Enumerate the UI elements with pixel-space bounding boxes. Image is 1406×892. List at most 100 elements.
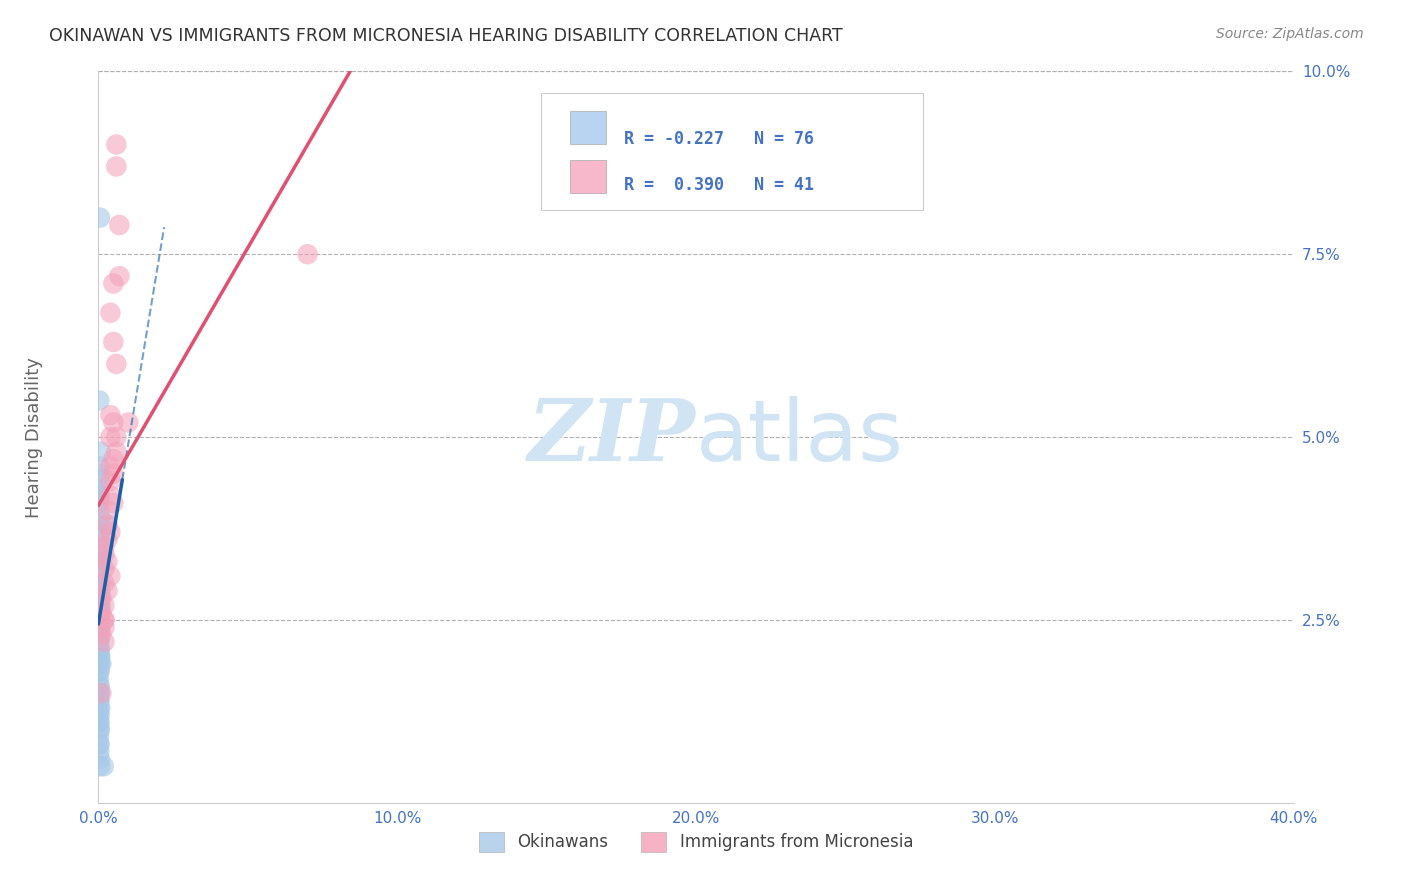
Point: [93, 613, 115, 627]
Point: [89, 459, 111, 474]
Point: [98, 408, 122, 422]
Point: [87, 715, 110, 730]
Point: [89, 467, 111, 481]
Point: [87, 635, 110, 649]
Point: [105, 357, 128, 371]
Point: [89, 540, 111, 554]
Point: [87, 613, 110, 627]
Point: [89, 686, 111, 700]
Point: [93, 547, 115, 561]
Point: [87, 474, 110, 488]
Point: [87, 547, 110, 561]
Point: [89, 657, 111, 671]
Point: [117, 416, 139, 430]
Point: [89, 693, 111, 707]
Point: [89, 393, 111, 408]
Point: [89, 745, 111, 759]
Point: [89, 635, 111, 649]
Point: [103, 452, 125, 467]
Point: [89, 510, 111, 524]
Point: [103, 334, 125, 349]
Point: [89, 620, 111, 634]
Point: [96, 583, 118, 598]
Point: [89, 649, 111, 664]
Point: [89, 679, 111, 693]
Point: [96, 517, 118, 532]
Point: [87, 642, 110, 657]
Point: [98, 306, 122, 320]
Text: atlas: atlas: [696, 395, 904, 479]
Point: [96, 554, 118, 568]
Point: [89, 525, 111, 540]
Text: OKINAWAN VS IMMIGRANTS FROM MICRONESIA HEARING DISABILITY CORRELATION CHART: OKINAWAN VS IMMIGRANTS FROM MICRONESIA H…: [49, 27, 844, 45]
Point: [103, 467, 125, 481]
Point: [87, 496, 110, 510]
Point: [89, 620, 111, 634]
Point: [89, 576, 111, 591]
Point: [89, 481, 111, 495]
Point: [93, 620, 115, 634]
Point: [89, 627, 111, 641]
Point: [87, 517, 110, 532]
Point: [87, 664, 110, 678]
FancyBboxPatch shape: [571, 160, 606, 193]
Point: [90, 686, 112, 700]
Point: [93, 540, 115, 554]
Point: [87, 737, 110, 751]
Text: Source: ZipAtlas.com: Source: ZipAtlas.com: [1216, 27, 1364, 41]
Point: [93, 613, 115, 627]
Point: [89, 642, 111, 657]
Point: [87, 627, 110, 641]
Point: [89, 503, 111, 517]
Text: R = -0.227   N = 76: R = -0.227 N = 76: [624, 130, 814, 148]
Point: [98, 569, 122, 583]
Point: [98, 459, 122, 474]
Point: [87, 554, 110, 568]
Point: [89, 554, 111, 568]
Point: [89, 708, 111, 723]
Point: [96, 533, 118, 547]
Point: [89, 657, 111, 671]
Point: [89, 686, 111, 700]
Point: [98, 489, 122, 503]
Point: [89, 547, 111, 561]
Point: [93, 576, 115, 591]
Point: [89, 591, 111, 605]
Point: [93, 759, 115, 773]
Point: [87, 672, 110, 686]
Point: [89, 700, 111, 714]
Point: [89, 723, 111, 737]
FancyBboxPatch shape: [571, 111, 606, 144]
Point: [105, 160, 128, 174]
Point: [108, 218, 131, 232]
Point: [297, 247, 319, 261]
Point: [89, 599, 111, 613]
Point: [89, 583, 111, 598]
Point: [89, 620, 111, 634]
Point: [89, 569, 111, 583]
Point: [89, 649, 111, 664]
Point: [96, 517, 118, 532]
Point: [89, 613, 111, 627]
Point: [89, 737, 111, 751]
Point: [105, 137, 128, 152]
Point: [90, 591, 112, 605]
Point: [87, 583, 110, 598]
Point: [87, 599, 110, 613]
Point: [98, 474, 122, 488]
Point: [87, 730, 110, 744]
Y-axis label: Hearing Disability: Hearing Disability: [25, 357, 42, 517]
Point: [89, 489, 111, 503]
Point: [98, 525, 122, 540]
Point: [89, 489, 111, 503]
Point: [93, 562, 115, 576]
Point: [89, 599, 111, 613]
Point: [96, 503, 118, 517]
FancyBboxPatch shape: [541, 94, 922, 211]
Legend: Okinawans, Immigrants from Micronesia: Okinawans, Immigrants from Micronesia: [471, 823, 921, 860]
Point: [89, 562, 111, 576]
Point: [105, 430, 128, 444]
Point: [87, 693, 110, 707]
Point: [89, 211, 111, 225]
Point: [93, 599, 115, 613]
